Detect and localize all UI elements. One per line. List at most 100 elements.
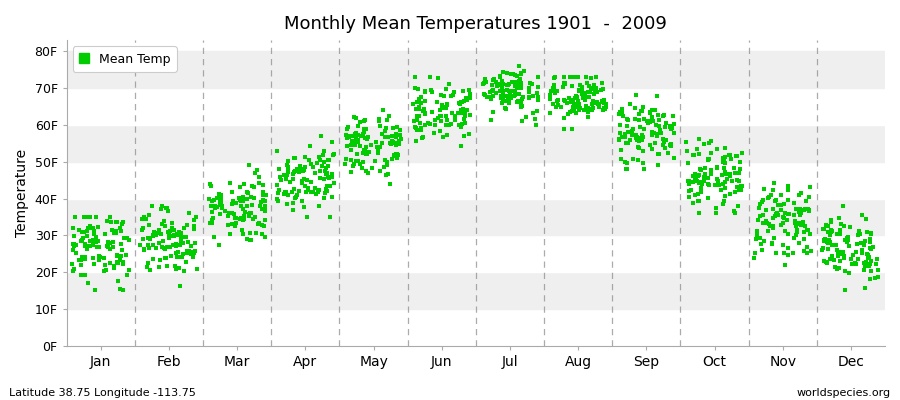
Point bbox=[169, 242, 184, 249]
Point bbox=[97, 231, 112, 237]
Point bbox=[752, 212, 767, 219]
Point bbox=[327, 150, 341, 157]
Point bbox=[824, 217, 839, 223]
Point bbox=[590, 99, 605, 106]
Point bbox=[247, 216, 261, 222]
Point bbox=[439, 104, 454, 111]
Point bbox=[747, 254, 761, 261]
Point bbox=[164, 253, 178, 259]
Point bbox=[103, 214, 117, 220]
Point bbox=[103, 260, 117, 267]
Point bbox=[418, 110, 432, 117]
Point bbox=[389, 142, 403, 148]
Point bbox=[587, 90, 601, 97]
Point bbox=[716, 165, 731, 171]
Point bbox=[392, 138, 406, 144]
Point bbox=[793, 212, 807, 218]
Point bbox=[77, 241, 92, 248]
Point bbox=[160, 263, 175, 269]
Point bbox=[663, 142, 678, 149]
Point bbox=[143, 267, 157, 273]
Point bbox=[632, 117, 646, 124]
Point bbox=[339, 143, 354, 149]
Point bbox=[359, 168, 374, 174]
Point bbox=[766, 187, 780, 193]
Point bbox=[79, 242, 94, 249]
Point bbox=[208, 202, 222, 209]
Point bbox=[645, 146, 660, 152]
Point bbox=[109, 229, 123, 236]
Point bbox=[662, 123, 677, 129]
Point bbox=[573, 82, 588, 88]
Point bbox=[155, 244, 169, 250]
Point bbox=[623, 101, 637, 108]
Point bbox=[173, 242, 187, 249]
Point bbox=[351, 132, 365, 138]
Point bbox=[707, 182, 722, 188]
Point bbox=[591, 103, 606, 110]
Point bbox=[832, 264, 847, 271]
Point bbox=[322, 214, 337, 220]
Point bbox=[372, 117, 386, 124]
Point bbox=[652, 123, 666, 129]
Point bbox=[316, 152, 330, 158]
Point bbox=[188, 248, 202, 254]
Point bbox=[749, 236, 763, 242]
Point bbox=[519, 114, 534, 120]
Point bbox=[788, 206, 803, 213]
Point bbox=[580, 114, 595, 120]
Point bbox=[724, 156, 738, 163]
Point bbox=[732, 170, 746, 176]
Point bbox=[635, 148, 650, 154]
Point bbox=[835, 249, 850, 255]
Point bbox=[410, 106, 425, 113]
Point bbox=[271, 198, 285, 204]
Point bbox=[276, 190, 291, 197]
Point bbox=[852, 230, 867, 237]
Point bbox=[136, 236, 150, 242]
Point bbox=[74, 262, 88, 268]
Point bbox=[647, 130, 662, 137]
Point bbox=[620, 122, 634, 129]
Point bbox=[590, 85, 604, 91]
Point bbox=[91, 238, 105, 245]
Point bbox=[486, 76, 500, 82]
Point bbox=[270, 196, 284, 202]
Point bbox=[286, 200, 301, 206]
Point bbox=[392, 132, 407, 138]
Point bbox=[66, 247, 80, 254]
Point bbox=[82, 225, 96, 231]
Point bbox=[817, 236, 832, 242]
Point bbox=[68, 250, 83, 256]
Point bbox=[243, 210, 257, 216]
Point bbox=[731, 203, 745, 210]
Point bbox=[76, 254, 91, 260]
Point bbox=[804, 248, 818, 254]
Point bbox=[496, 95, 510, 102]
Point bbox=[595, 80, 609, 86]
Point bbox=[428, 122, 443, 128]
Point bbox=[704, 150, 718, 156]
Point bbox=[523, 80, 537, 86]
Point bbox=[375, 106, 390, 113]
Point bbox=[161, 229, 176, 236]
Point bbox=[844, 261, 859, 268]
Point bbox=[458, 120, 473, 126]
Point bbox=[290, 192, 304, 198]
Point bbox=[619, 140, 634, 146]
Point bbox=[462, 86, 476, 93]
Point bbox=[258, 208, 273, 214]
Point bbox=[218, 208, 232, 215]
Point bbox=[343, 133, 357, 139]
Point bbox=[391, 152, 405, 158]
Point bbox=[428, 122, 443, 128]
Point bbox=[75, 254, 89, 260]
Point bbox=[475, 81, 490, 88]
Point bbox=[797, 222, 812, 229]
Point bbox=[643, 118, 657, 125]
Point bbox=[644, 114, 659, 120]
Point bbox=[392, 126, 407, 133]
Point bbox=[349, 114, 364, 121]
Point bbox=[168, 266, 183, 272]
Point bbox=[629, 135, 643, 142]
